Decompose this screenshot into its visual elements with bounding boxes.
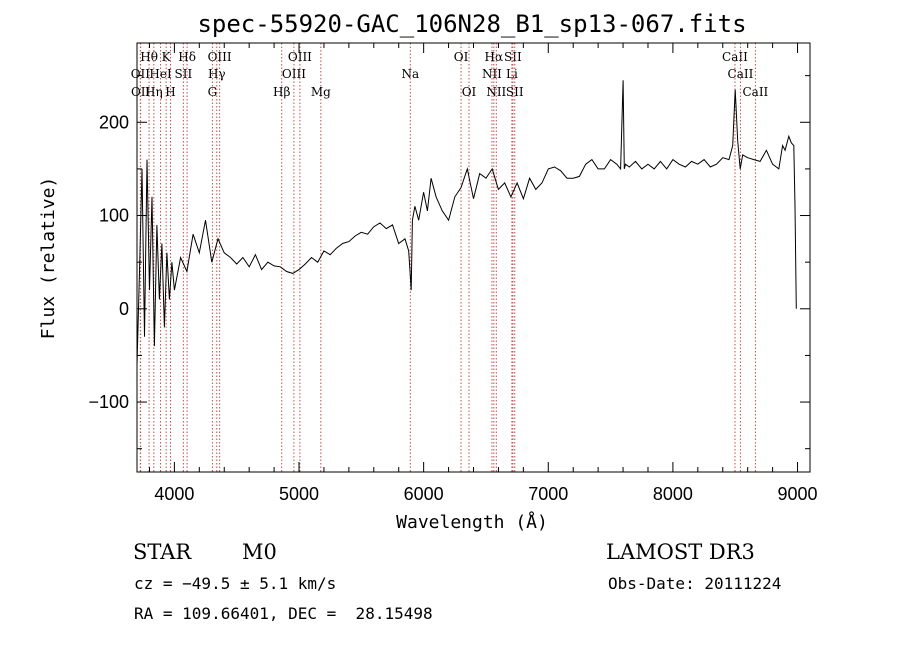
spectral-line-label: OIII: [288, 50, 312, 64]
x-tick-label: 5000: [279, 484, 319, 504]
object-class: STAR: [133, 540, 192, 564]
radial-velocity: cz = −49.5 ± 5.1 km/s: [134, 574, 337, 593]
spectral-line-label: HeI: [149, 67, 172, 81]
x-tick-label: 8000: [653, 484, 693, 504]
x-axis-label: Wavelength (Å): [396, 511, 548, 533]
observation-date: Obs-Date: 20111224: [608, 574, 782, 593]
x-tick-label: 7000: [528, 484, 568, 504]
spectral-line-label: CaII: [728, 67, 754, 81]
axis-ticks: 4000 5000 6000 7000 8000 9000 −100 0 100 200: [88, 43, 818, 504]
spectral-line-label: Hθ: [140, 50, 158, 64]
spectral-line-label: SII: [504, 50, 522, 64]
survey-name: LAMOST DR3: [606, 540, 755, 564]
y-tick-label: −100: [88, 392, 129, 412]
x-tick-label: 4000: [154, 484, 194, 504]
x-tick-label: 6000: [404, 484, 444, 504]
spectral-line-label: Mg: [311, 85, 331, 99]
spectral-line-label: CaII: [722, 50, 748, 64]
spectral-line-label: CaII: [742, 85, 768, 99]
spectral-line-label: H: [165, 85, 175, 99]
spectral-line-label: G: [208, 85, 218, 99]
spectral-line-label: OII: [131, 67, 151, 81]
spectral-line-label: OIII: [282, 67, 306, 81]
spectrum-line: [136, 80, 797, 365]
spectral-line-label: Hα: [485, 50, 504, 64]
spectral-line-label: OIII: [208, 50, 232, 64]
object-subclass: M0: [242, 540, 277, 564]
spectral-line-label: SII: [175, 67, 193, 81]
spectral-line-label: NII: [486, 85, 506, 99]
spectral-line-label: Na: [401, 67, 419, 81]
spectral-line-label: NII: [482, 67, 502, 81]
spectral-line-label: Li: [506, 67, 518, 81]
chart-title: spec-55920-GAC_106N28_B1_sp13-067.fits: [197, 10, 746, 38]
spectral-line-label: Hβ: [273, 85, 290, 99]
x-tick-label: 9000: [778, 484, 818, 504]
spectral-line-label: K: [162, 50, 172, 64]
spectral-line-label: SII: [506, 85, 524, 99]
coordinates: RA = 109.66401, DEC = 28.15498: [134, 604, 433, 623]
spectral-line-label: OII: [131, 85, 151, 99]
spectral-line-label: Hδ: [178, 50, 196, 64]
y-axis-label: Flux (relative): [38, 177, 59, 340]
y-tick-label: 100: [99, 206, 129, 226]
y-tick-label: 200: [99, 112, 129, 132]
spectrum-chart: spec-55920-GAC_106N28_B1_sp13-067.fits H…: [38, 10, 818, 533]
spectral-line-label: Hη: [145, 85, 163, 99]
spectral-line-label: OI: [454, 50, 469, 64]
spectral-line-label: OI: [462, 85, 477, 99]
spectral-line-label: Hγ: [208, 67, 226, 81]
y-tick-label: 0: [119, 299, 129, 319]
plot-frame: [136, 42, 811, 473]
